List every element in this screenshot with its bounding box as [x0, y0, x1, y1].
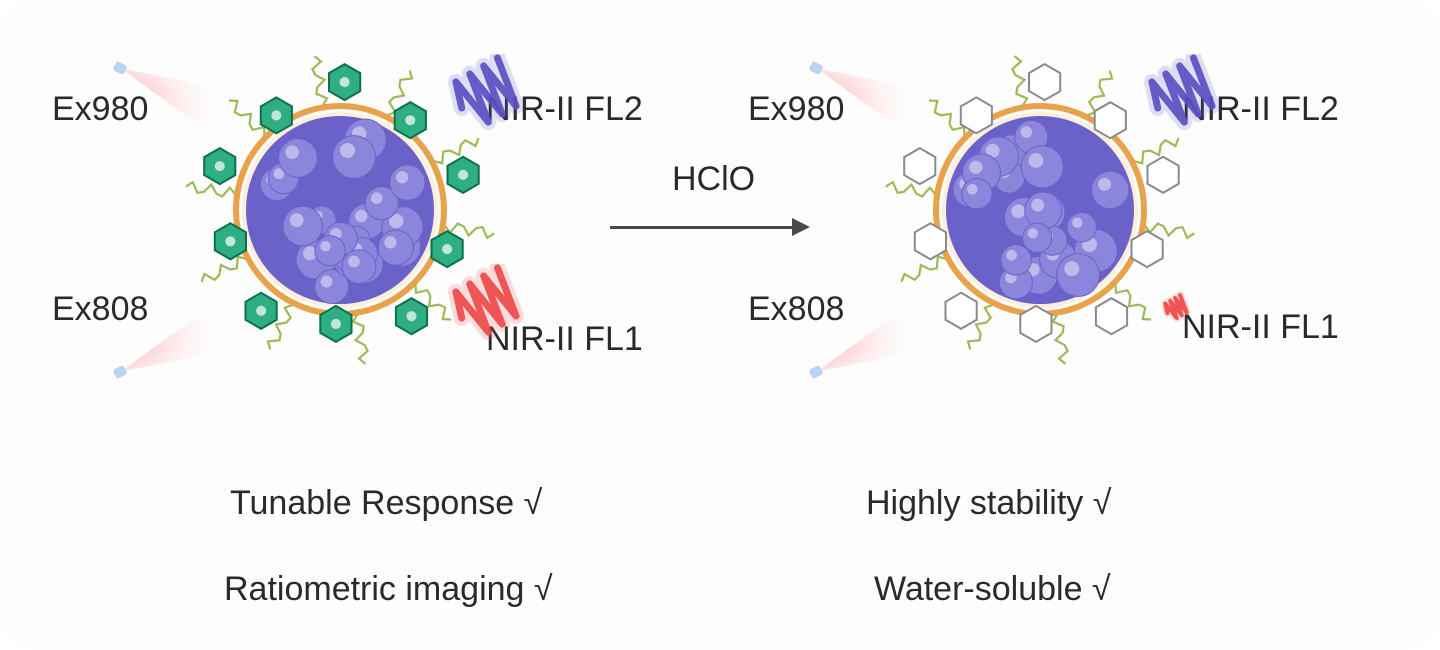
emission-fl1-left [446, 264, 526, 344]
arrow-line [610, 226, 792, 229]
label-hclo: HClO [672, 160, 755, 199]
beam-ex808-right [806, 292, 926, 382]
emission-fl2-right [1142, 54, 1222, 134]
feature-water: Water-soluble √ [874, 570, 1111, 609]
arrow-head-icon [792, 218, 810, 236]
label-fl1-right: NIR-II FL1 [1182, 308, 1339, 347]
beam-ex980-right [806, 58, 926, 148]
beam-ex808-left [110, 292, 230, 382]
emission-fl2-left [446, 54, 526, 134]
feature-stability: Highly stability √ [866, 484, 1111, 523]
beam-ex980-left [110, 58, 230, 148]
feature-ratiometric: Ratiometric imaging √ [224, 570, 553, 609]
reaction-arrow [610, 218, 810, 236]
diagram-canvas: Ex980 Ex808 NIR-II FL2 NIR-II FL1 Ex980 … [0, 0, 1440, 650]
emission-fl1-right [1154, 286, 1198, 330]
feature-tunable: Tunable Response √ [230, 484, 542, 523]
